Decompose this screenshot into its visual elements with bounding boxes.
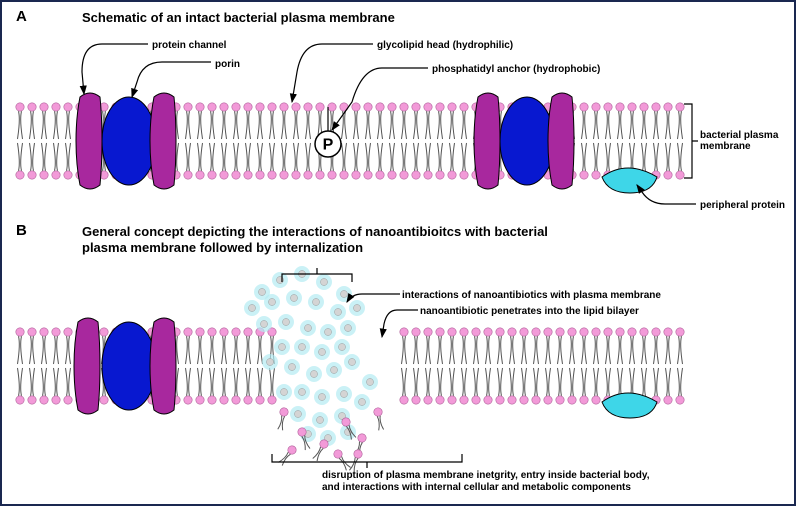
porin-b — [102, 322, 156, 410]
channel-a1 — [76, 93, 176, 189]
label-bacterial-membrane: bacterial plasma membrane — [700, 130, 780, 152]
panel-b-title-1: General concept depicting the interactio… — [82, 224, 548, 239]
channel-a2 — [474, 93, 574, 189]
peripheral-b — [602, 393, 657, 418]
label-interactions: interactions of nanoantibiotics with pla… — [402, 290, 661, 301]
p-anchor-text: P — [323, 137, 334, 154]
arrow-peripheral — [637, 185, 696, 204]
label-phosphatidyl: phosphatidyl anchor (hydrophobic) — [432, 64, 600, 75]
arrow-interactions — [347, 294, 400, 302]
p-anchor-circle — [315, 131, 341, 157]
panel-b-title-2: plasma membrane followed by internalizat… — [82, 240, 363, 255]
channel-b — [74, 318, 176, 414]
panel-b-label: B — [16, 222, 27, 239]
nanoantibiotics — [244, 266, 378, 446]
label-penetrates: nanoantibiotic penetrates into the lipid… — [420, 306, 639, 317]
arrow-penetrates — [382, 310, 418, 337]
arrow-porin — [132, 62, 211, 97]
diagram-svg: P — [2, 2, 796, 508]
panel-a-label: A — [16, 8, 27, 25]
membrane-b — [16, 328, 684, 404]
label-porin: porin — [215, 59, 240, 70]
arrow-glycolipid — [292, 44, 373, 102]
arrow-protein-channel — [82, 44, 148, 94]
label-disruption-1: disruption of plasma membrane inetgrity,… — [322, 470, 649, 481]
label-peripheral: peripheral protein — [700, 200, 785, 211]
label-disruption-2: and interactions with internal cellular … — [322, 482, 631, 493]
bracket-membrane — [684, 104, 698, 178]
bracket-top-b — [282, 268, 352, 282]
bracket-bottom-b — [272, 454, 462, 468]
porin-a1 — [102, 97, 156, 185]
membrane-a — [16, 103, 684, 179]
porin-a2 — [500, 97, 554, 185]
label-glycolipid: glycolipid head (hydrophilic) — [377, 40, 513, 51]
disrupted-lipids — [276, 407, 385, 473]
arrow-phosphatidyl — [332, 68, 428, 130]
panel-a-title: Schematic of an intact bacterial plasma … — [82, 10, 395, 25]
label-protein-channel: protein channel — [152, 40, 226, 51]
peripheral-a — [602, 168, 657, 193]
